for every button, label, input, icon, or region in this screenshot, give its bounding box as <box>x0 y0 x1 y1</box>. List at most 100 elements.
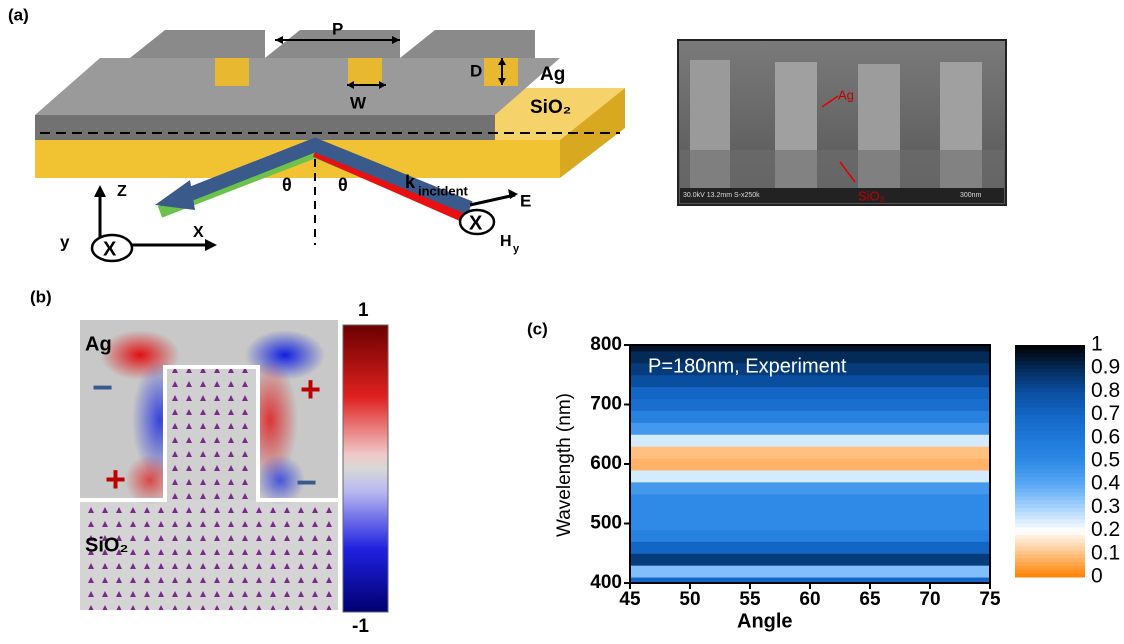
colorbar-segment <box>1015 368 1085 372</box>
colorbar-tick-label: 0.9 <box>1091 356 1120 379</box>
y-tick-label: 400 <box>590 572 622 593</box>
heat-cell <box>630 470 990 482</box>
heat-cell <box>630 482 990 494</box>
colorbar-segment <box>1015 434 1085 438</box>
y-tick-label: 700 <box>590 394 622 415</box>
colorbar-segment <box>1015 422 1085 426</box>
arrowhead <box>205 239 217 251</box>
colorbar-tick-label: 0.7 <box>1091 402 1120 425</box>
annotation: P=180nm, Experiment <box>648 355 847 377</box>
charge: − <box>92 367 113 408</box>
sem-metal: Ag <box>838 87 854 102</box>
ridge <box>130 30 265 58</box>
heat-cell <box>630 494 990 506</box>
colorbar-segment <box>1015 538 1085 542</box>
groove <box>215 58 249 86</box>
theta: θ <box>282 175 292 195</box>
colorbar-segment <box>1015 507 1085 511</box>
x-tick-label: 50 <box>679 589 700 610</box>
colorbar-segment <box>1015 438 1085 442</box>
metal-front <box>35 115 495 140</box>
colorbar-tick-label: 0.1 <box>1091 541 1120 564</box>
x-mark: X <box>469 212 483 234</box>
colorbar-segment <box>1015 442 1085 446</box>
charge: + <box>105 459 126 500</box>
colorbar-segment <box>1015 372 1085 376</box>
colorbar-segment <box>1015 484 1085 488</box>
colorbar-segment <box>1015 388 1085 392</box>
colorbar-segment <box>1015 457 1085 461</box>
colorbar-tick-label: 0.4 <box>1091 472 1121 495</box>
colorbar-segment <box>1015 403 1085 407</box>
colorbar-segment <box>1015 558 1085 562</box>
colorbar-segment <box>1015 523 1085 527</box>
colorbar-segment <box>1015 504 1085 508</box>
colorbar-label: -1 <box>352 616 369 637</box>
colorbar-segment <box>1015 546 1085 550</box>
colorbar-tick-label: 1 <box>1091 333 1103 356</box>
colorbar-segment <box>1015 469 1085 473</box>
colorbar-segment <box>1015 565 1085 569</box>
colorbar-segment <box>1015 384 1085 388</box>
heat-cell <box>630 565 990 577</box>
colorbar-segment <box>1015 411 1085 415</box>
colorbar-segment <box>1015 531 1085 535</box>
colorbar-tick-label: 0.6 <box>1091 425 1120 448</box>
colorbar-segment <box>1015 476 1085 480</box>
substrate-label: SiO₂ <box>530 97 571 118</box>
charge: + <box>300 369 321 410</box>
x-tick-label: 65 <box>859 589 881 610</box>
colorbar-segment <box>1015 534 1085 538</box>
colorbar-segment <box>1015 573 1085 577</box>
heat-cell <box>630 553 990 565</box>
y-tick-label: 800 <box>590 334 622 355</box>
colorbar-segment <box>1015 349 1085 353</box>
heat-cell <box>630 410 990 422</box>
colorbar-segment <box>1015 353 1085 357</box>
colorbar-segment <box>1015 360 1085 364</box>
width-label: W <box>350 93 367 112</box>
heat-cell <box>630 399 990 411</box>
metal-label: Ag <box>85 333 112 355</box>
x-label: X <box>193 224 204 241</box>
panel-label: (c) <box>527 319 548 338</box>
heat-cell <box>630 434 990 446</box>
colorbar-segment <box>1015 376 1085 380</box>
x-axis-label: Angle <box>737 610 793 632</box>
e-arrow <box>470 195 515 205</box>
heat-cell <box>630 518 990 530</box>
x-tick-label: 55 <box>739 589 761 610</box>
x-tick-label: 60 <box>799 589 820 610</box>
colorbar-segment <box>1015 449 1085 453</box>
k-label: k <box>405 172 416 192</box>
colorbar-segment <box>1015 511 1085 515</box>
substrate-label: SiO₂ <box>85 534 128 556</box>
e-label: E <box>520 191 531 210</box>
sem-scale: 300nm <box>960 192 982 199</box>
colorbar-segment <box>1015 399 1085 403</box>
y-mark: X <box>103 238 117 260</box>
panel-a: (a) P D W Ag SiO₂ θ θ k incident E X H y… <box>8 5 625 261</box>
depth-label: D <box>470 61 482 80</box>
colorbar <box>343 325 388 612</box>
heat-cell <box>630 529 990 541</box>
ridge <box>400 30 535 58</box>
colorbar-segment <box>1015 357 1085 361</box>
panel-label: (b) <box>30 287 52 306</box>
panel-c: (c) Angle Wavelength (nm) P=180nm, Exper… <box>527 319 1121 632</box>
panel-b: (b) Ag SiO₂ + − + − 1 -1 <box>30 287 388 637</box>
colorbar-segment <box>1015 453 1085 457</box>
colorbar-segment <box>1015 415 1085 419</box>
colorbar-segment <box>1015 554 1085 558</box>
y-label: y <box>60 232 70 251</box>
x-tick-label: 45 <box>619 589 641 610</box>
colorbar-segment <box>1015 407 1085 411</box>
sem-info: 30.0kV 13.2mm S-x250k <box>683 192 760 199</box>
colorbar-tick-label: 0 <box>1091 565 1103 588</box>
colorbar-segment <box>1015 391 1085 395</box>
colorbar-segment <box>1015 364 1085 368</box>
y-tick-label: 500 <box>590 513 622 534</box>
metal-label: Ag <box>540 64 565 85</box>
colorbar-segment <box>1015 395 1085 399</box>
colorbar-segment <box>1015 345 1085 349</box>
